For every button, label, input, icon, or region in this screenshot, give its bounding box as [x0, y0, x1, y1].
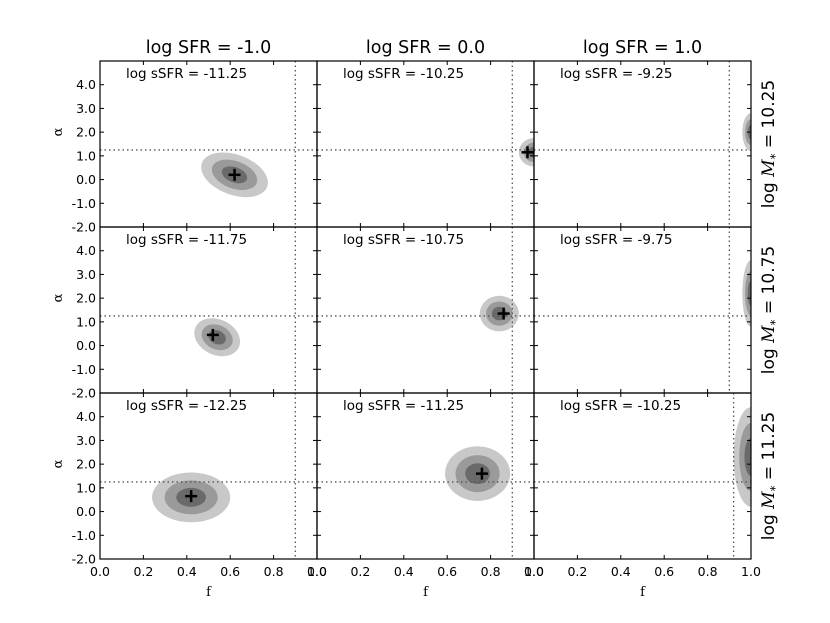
column-title: log SFR = -1.0 — [146, 38, 272, 58]
panel-ssfr-label: log sSFR = -12.25 — [126, 398, 247, 414]
x-tick-label: 0.8 — [698, 564, 718, 579]
panel-3-2 — [317, 393, 534, 559]
x-tick-label: 0.0 — [524, 564, 544, 579]
y-tick-label: -2.0 — [72, 552, 96, 567]
y-tick-label: 4.0 — [76, 77, 96, 92]
panel-ssfr-label: log sSFR = -10.25 — [343, 66, 464, 82]
panel-ssfr-label: log sSFR = -10.75 — [343, 232, 464, 248]
y-tick-label: 0.0 — [76, 504, 96, 519]
x-tick-label: 0.6 — [437, 564, 457, 579]
x-tick-label: 0.6 — [220, 564, 240, 579]
row-label: log M* = 11.25 — [759, 412, 782, 540]
contour-level-inner — [747, 280, 751, 307]
x-tick-label: 0.6 — [654, 564, 674, 579]
panel-2-3 — [534, 227, 751, 393]
row-label-symbol: M — [759, 491, 779, 510]
row-label-value: 10.25 — [759, 80, 779, 129]
panel-ssfr-label: log sSFR = -11.75 — [126, 232, 247, 248]
y-tick-label: 0.0 — [76, 338, 96, 353]
x-tick-label: 0.0 — [307, 564, 327, 579]
y-tick-label: -2.0 — [72, 386, 96, 401]
panel-2-2 — [317, 227, 534, 393]
x-tick-label: 0.8 — [481, 564, 501, 579]
y-axis-label: α — [51, 459, 66, 468]
panel-ssfr-label: log sSFR = -11.25 — [343, 398, 464, 414]
x-tick-label: 1.0 — [741, 564, 761, 579]
y-tick-label: 3.0 — [76, 267, 96, 282]
x-tick-label: 0.4 — [611, 564, 631, 579]
row-label-symbol: M — [759, 159, 779, 178]
panel-frame — [533, 392, 752, 560]
row-label-subscript: * — [768, 319, 782, 325]
panel-2-1 — [100, 227, 317, 393]
panel-frame — [99, 226, 318, 394]
panel-frame — [533, 226, 752, 394]
y-tick-label: 1.0 — [76, 314, 96, 329]
y-tick-label: 3.0 — [76, 433, 96, 448]
panel-ssfr-label: log sSFR = -9.25 — [560, 66, 672, 82]
panel-ssfr-label: log sSFR = -10.25 — [560, 398, 681, 414]
x-tick-label: 0.8 — [264, 564, 284, 579]
panel-frame — [99, 60, 318, 228]
panel-3-1 — [100, 393, 317, 559]
x-tick-label: 0.2 — [133, 564, 153, 579]
row-label-subscript: * — [768, 485, 782, 491]
x-tick-label: 0.0 — [90, 564, 110, 579]
panel-1-2 — [317, 61, 534, 227]
panel-frame — [533, 60, 752, 228]
panel-frame — [316, 60, 535, 228]
row-label-value: 11.25 — [759, 412, 779, 461]
row-label-prefix: log — [759, 343, 779, 374]
row-label-value: 10.75 — [759, 246, 779, 295]
panel-1-1 — [100, 61, 317, 227]
x-tick-label: 1.0 — [524, 564, 544, 579]
y-tick-label: -2.0 — [72, 220, 96, 235]
x-tick-label: 0.4 — [177, 564, 197, 579]
x-tick-label: 0.4 — [394, 564, 414, 579]
panel-3-3 — [534, 393, 751, 559]
row-label: log M* = 10.75 — [759, 246, 782, 374]
y-axis-label: α — [51, 293, 66, 302]
x-tick-label: 0.2 — [350, 564, 370, 579]
y-tick-label: -1.0 — [72, 528, 96, 543]
y-tick-label: 4.0 — [76, 409, 96, 424]
y-tick-label: 1.0 — [76, 148, 96, 163]
x-tick-label: 0.2 — [567, 564, 587, 579]
y-axis-label: α — [51, 127, 66, 136]
row-label-prefix: log — [759, 509, 779, 540]
row-label-equals: = — [759, 294, 779, 319]
row-label: log M* = 10.25 — [759, 80, 782, 208]
column-title: log SFR = 1.0 — [583, 38, 702, 58]
y-tick-label: 4.0 — [76, 243, 96, 258]
row-label-equals: = — [759, 128, 779, 153]
panel-ssfr-label: log sSFR = -11.25 — [126, 66, 247, 82]
x-axis-label: f — [640, 585, 646, 600]
y-tick-label: 2.0 — [76, 125, 96, 140]
y-tick-label: -1.0 — [72, 362, 96, 377]
y-tick-label: 1.0 — [76, 480, 96, 495]
y-tick-label: 0.0 — [76, 172, 96, 187]
panel-1-3 — [534, 61, 751, 227]
contour-level-inner — [744, 438, 751, 476]
row-label-symbol: M — [759, 325, 779, 344]
y-tick-label: 2.0 — [76, 457, 96, 472]
x-axis-label: f — [206, 585, 212, 600]
row-label-prefix: log — [759, 177, 779, 208]
row-label-subscript: * — [768, 153, 782, 159]
column-title: log SFR = 0.0 — [366, 38, 485, 58]
y-tick-label: 3.0 — [76, 101, 96, 116]
row-label-equals: = — [759, 460, 779, 485]
x-axis-label: f — [423, 585, 429, 600]
panel-ssfr-label: log sSFR = -9.75 — [560, 232, 672, 248]
y-tick-label: -1.0 — [72, 196, 96, 211]
x-tick-label: 1.0 — [307, 564, 327, 579]
y-tick-label: 2.0 — [76, 291, 96, 306]
